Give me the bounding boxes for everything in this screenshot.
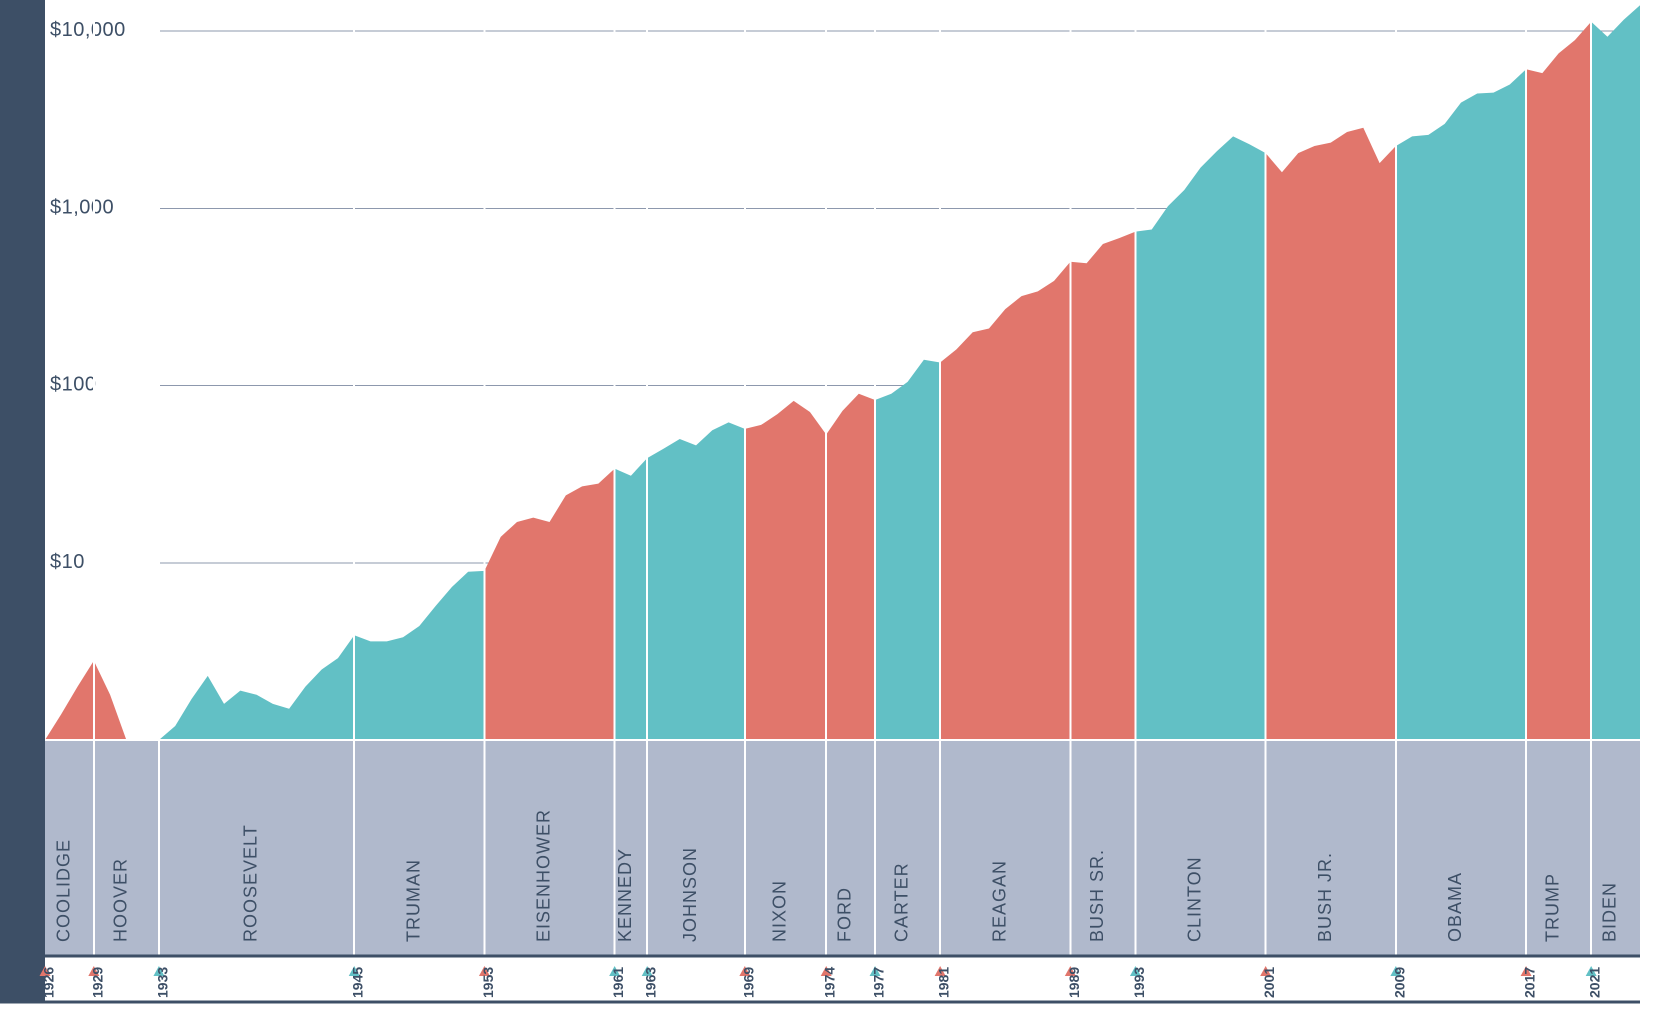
president-label: OBAMA (1445, 872, 1465, 942)
term-start-year: 2017 (1522, 967, 1538, 998)
term-start-year: 1953 (480, 967, 496, 998)
y-tick-label: $10 (50, 551, 85, 573)
term-start-year: 1977 (871, 967, 887, 998)
term-start-year: 2001 (1261, 967, 1277, 998)
y-tick-label: $1,000 (50, 196, 114, 218)
left-margin-bar (0, 0, 45, 1002)
term-start-year: 1926 (41, 967, 57, 998)
term-start-year: 2009 (1391, 967, 1407, 998)
president-label: FORD (835, 887, 855, 942)
area-segment (1135, 136, 1265, 740)
president-label: BIDEN (1600, 882, 1620, 942)
president-label: ROOSEVELT (241, 824, 261, 942)
term-start-year: 1969 (740, 967, 756, 998)
president-label: NIXON (770, 880, 790, 942)
area-segment (615, 458, 648, 740)
area-segment (1396, 69, 1526, 740)
term-start-year: 1963 (643, 967, 659, 998)
president-label: BUSH JR. (1315, 852, 1335, 942)
area-segment (1591, 5, 1640, 740)
president-label: CLINTON (1185, 856, 1205, 942)
term-start-year: 1993 (1131, 967, 1147, 998)
term-start-year: 2021 (1587, 967, 1603, 998)
area-segment (1526, 22, 1591, 740)
president-label: HOOVER (110, 858, 130, 942)
president-label: BUSH SR. (1087, 849, 1107, 942)
president-label: TRUMAN (403, 859, 423, 942)
area-segment (745, 401, 826, 740)
president-label: EISENHOWER (534, 809, 554, 942)
president-label: REAGAN (989, 860, 1009, 942)
term-start-year: 1974 (822, 967, 838, 998)
president-label: TRUMP (1543, 873, 1563, 942)
area-segment (826, 394, 875, 740)
term-start-year: 1945 (350, 967, 366, 998)
area-segment (1266, 128, 1396, 740)
term-start-year: 1929 (89, 967, 105, 998)
y-tick-label: $10,000 (50, 19, 126, 41)
term-start-year: 1981 (936, 967, 952, 998)
area-segment (875, 360, 940, 740)
sp500-by-president-chart: $10 $100 $1,000 $10,000 COOLIDGE HOOVER ROOSEV… (0, 0, 1664, 1016)
y-tick-label: $100 (50, 374, 97, 396)
term-start-year: 1961 (610, 967, 626, 998)
president-label: CARTER (892, 862, 912, 942)
area-segment (647, 422, 745, 740)
president-label: KENNEDY (615, 848, 635, 942)
chart-container: { "chart": { "type": "area-log", "width"… (0, 0, 1664, 1016)
president-label: COOLIDGE (53, 839, 73, 942)
president-label: JOHNSON (680, 847, 700, 942)
area-segment (1070, 232, 1135, 740)
term-start-year: 1933 (154, 967, 170, 998)
term-start-year: 1989 (1066, 967, 1082, 998)
